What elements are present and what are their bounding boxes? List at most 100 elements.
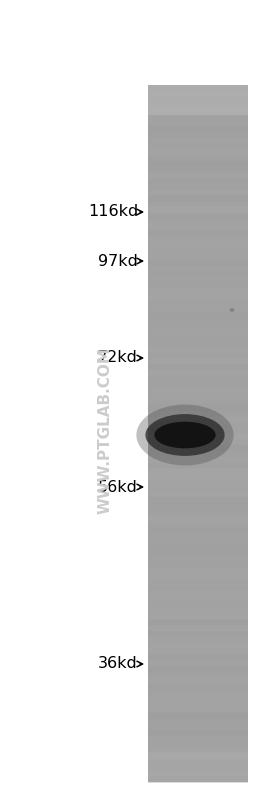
Bar [148,451,248,457]
Bar [148,515,248,521]
Bar [148,248,248,254]
Bar [148,776,248,782]
Bar [148,230,248,237]
Bar [148,358,248,364]
Bar [148,352,248,359]
Bar [148,538,248,544]
Bar [148,381,248,388]
Bar [148,561,248,567]
Bar [148,347,248,352]
Bar [148,567,248,574]
Bar [148,207,248,213]
Bar [148,91,248,97]
Bar [148,102,248,109]
Bar [148,759,248,765]
Bar [148,608,248,614]
Bar [148,724,248,730]
Bar [148,445,248,451]
Bar [148,166,248,173]
Bar [148,85,248,91]
Bar [148,463,248,469]
Bar [148,276,248,283]
Bar [148,498,248,503]
Bar [148,149,248,155]
Bar [148,253,248,260]
Bar [148,288,248,295]
Bar [148,654,248,661]
Bar [148,178,248,185]
Bar [148,376,248,382]
Bar [148,329,248,336]
Bar [148,765,248,771]
Bar [148,491,248,498]
Bar [148,701,248,707]
Bar [148,236,248,242]
Bar [148,625,248,631]
Bar [148,753,248,759]
Bar [148,434,248,439]
Bar [148,631,248,638]
Bar [148,125,248,132]
Ellipse shape [145,414,225,456]
Bar [148,108,248,114]
Bar [148,585,248,590]
Bar [148,399,248,405]
Bar [148,590,248,597]
Bar [148,747,248,753]
Bar [148,172,248,178]
Bar [148,219,248,225]
Bar [148,120,248,126]
Text: 56kd: 56kd [98,479,138,495]
Bar [148,317,248,324]
Bar [148,184,248,190]
Bar [148,550,248,556]
Bar [148,300,248,306]
Bar [148,155,248,161]
Bar [148,706,248,713]
Text: 97kd: 97kd [98,253,138,268]
Bar [148,602,248,608]
Bar [148,678,248,684]
Text: 72kd: 72kd [98,351,138,365]
Bar [148,132,248,137]
Ellipse shape [136,404,234,465]
Bar [148,578,248,585]
Bar [148,265,248,272]
Bar [148,468,248,475]
Bar [148,306,248,312]
Bar [148,416,248,423]
Bar [148,637,248,643]
Bar [148,335,248,341]
Bar [148,137,248,144]
Bar [148,294,248,300]
Bar [148,370,248,376]
Bar [148,474,248,480]
Bar [148,683,248,690]
Bar [148,312,248,318]
Text: WWW.PTGLAB.COM: WWW.PTGLAB.COM [97,347,113,514]
Bar [148,729,248,736]
Bar [148,364,248,370]
Bar [148,649,248,654]
Bar [148,695,248,702]
Text: 36kd: 36kd [98,657,138,671]
Bar [148,486,248,492]
Bar [148,555,248,562]
Bar [148,161,248,167]
Bar [148,143,248,149]
Bar [148,114,248,121]
Bar [148,422,248,428]
Bar [148,672,248,678]
Bar [148,503,248,510]
Bar [148,189,248,196]
Bar [148,439,248,446]
Bar [148,596,248,602]
Bar [148,770,248,777]
Bar [148,544,248,551]
Bar [148,666,248,672]
Bar [148,410,248,416]
Bar [148,271,248,277]
Bar [148,196,248,201]
Bar [148,718,248,725]
Bar [148,752,248,782]
